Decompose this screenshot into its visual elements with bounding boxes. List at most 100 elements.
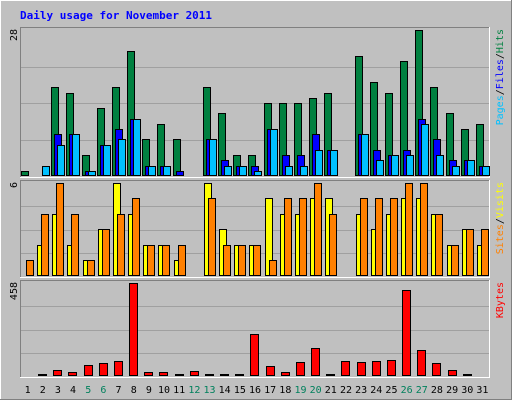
- bar-pages-day-30: [467, 160, 475, 176]
- bar-sites-day-18: [284, 198, 292, 276]
- day-label-19: 19: [294, 385, 306, 396]
- day-label-30: 30: [461, 385, 473, 396]
- bar-kbytes-day-29: [448, 370, 457, 376]
- bar-kbytes-day-4: [68, 372, 77, 376]
- bar-sites-day-15: [238, 245, 246, 276]
- day-label-6: 6: [100, 385, 106, 396]
- bar-sites-day-29: [451, 245, 459, 276]
- bar-sites-day-25: [390, 198, 398, 276]
- legend-hits-files-pages: Pages/Files/Hits: [495, 29, 506, 125]
- legend-item: /: [495, 89, 506, 95]
- bar-pages-day-20: [315, 150, 323, 176]
- bar-kbytes-day-13: [205, 374, 214, 376]
- bar-pages-day-16: [254, 171, 262, 176]
- day-label-16: 16: [249, 385, 261, 396]
- day-label-25: 25: [385, 385, 397, 396]
- bar-kbytes-day-24: [372, 361, 381, 376]
- day-label-18: 18: [279, 385, 291, 396]
- day-label-5: 5: [85, 385, 91, 396]
- bar-pages-day-7: [118, 139, 126, 176]
- day-label-28: 28: [431, 385, 443, 396]
- bar-sites-day-3: [56, 183, 64, 276]
- bar-sites-day-8: [132, 198, 140, 276]
- bar-sites-day-16: [253, 245, 261, 276]
- day-label-9: 9: [146, 385, 152, 396]
- legend-item: Hits: [495, 29, 506, 53]
- bar-sites-day-11: [178, 245, 186, 276]
- bar-kbytes-day-26: [402, 290, 411, 376]
- day-label-27: 27: [416, 385, 428, 396]
- y-max-label-visits-sites: 6: [9, 182, 20, 188]
- bar-sites-day-4: [71, 214, 79, 276]
- bar-hits-day-11: [173, 139, 181, 176]
- day-label-7: 7: [116, 385, 122, 396]
- bar-kbytes-day-17: [266, 366, 275, 376]
- legend-item: Visits: [495, 182, 506, 218]
- day-label-24: 24: [370, 385, 382, 396]
- day-label-20: 20: [310, 385, 322, 396]
- bar-kbytes-day-14: [220, 374, 229, 376]
- bar-sites-day-23: [360, 198, 368, 276]
- day-label-31: 31: [476, 385, 488, 396]
- bar-pages-day-24: [376, 160, 384, 176]
- bar-pages-day-19: [300, 166, 308, 176]
- day-label-14: 14: [219, 385, 231, 396]
- legend-item: Sites: [495, 224, 506, 254]
- bar-sites-day-13: [208, 198, 216, 276]
- bar-pages-day-14: [224, 166, 232, 176]
- legend-visits-sites: Sites/Visits: [495, 182, 506, 254]
- bar-kbytes-day-22: [341, 361, 350, 376]
- bar-kbytes-day-16: [250, 334, 259, 376]
- day-label-15: 15: [234, 385, 246, 396]
- day-label-11: 11: [173, 385, 185, 396]
- bar-kbytes-day-8: [129, 283, 138, 376]
- day-label-12: 12: [188, 385, 200, 396]
- bar-sites-day-20: [314, 183, 322, 276]
- bar-pages-day-18: [285, 166, 293, 176]
- bar-files-day-11: [176, 171, 184, 176]
- bar-kbytes-day-19: [296, 362, 305, 376]
- bar-pages-day-31: [482, 166, 490, 176]
- bar-pages-day-9: [148, 166, 156, 176]
- bar-sites-day-5: [87, 260, 95, 276]
- bar-sites-day-31: [481, 229, 489, 276]
- day-label-26: 26: [401, 385, 413, 396]
- bar-sites-day-7: [117, 214, 125, 276]
- bar-pages-day-8: [133, 119, 141, 176]
- y-max-label-hits-files-pages: 28: [9, 29, 20, 41]
- bar-sites-day-17: [269, 260, 277, 276]
- bar-pages-day-3: [57, 145, 65, 176]
- legend-item: /: [495, 218, 506, 224]
- bar-pages-day-29: [452, 166, 460, 176]
- bar-pages-day-6: [103, 145, 111, 176]
- day-label-23: 23: [355, 385, 367, 396]
- bar-kbytes-day-2: [38, 374, 47, 376]
- bar-pages-day-27: [421, 124, 429, 176]
- legend-item: KBytes: [495, 282, 506, 318]
- bar-sites-day-24: [375, 198, 383, 276]
- bar-pages-day-4: [72, 134, 80, 176]
- chart-title: Daily usage for November 2011: [20, 9, 212, 22]
- bar-sites-day-14: [223, 245, 231, 276]
- bar-kbytes-day-5: [84, 365, 93, 376]
- bar-sites-day-19: [299, 198, 307, 276]
- legend-kbytes: KBytes: [495, 282, 506, 318]
- day-label-10: 10: [158, 385, 170, 396]
- bar-sites-day-30: [466, 229, 474, 276]
- bar-pages-day-2: [42, 166, 50, 176]
- bar-hits-day-1: [21, 171, 29, 176]
- bar-kbytes-day-12: [190, 371, 199, 376]
- bar-kbytes-day-27: [417, 350, 426, 376]
- day-label-29: 29: [446, 385, 458, 396]
- bar-pages-day-17: [270, 129, 278, 176]
- day-label-4: 4: [70, 385, 76, 396]
- bar-sites-day-28: [435, 214, 443, 276]
- bar-kbytes-day-20: [311, 348, 320, 376]
- legend-item: Files: [495, 59, 506, 89]
- bar-kbytes-day-15: [235, 374, 244, 376]
- bar-sites-day-27: [420, 183, 428, 276]
- bar-kbytes-day-30: [463, 374, 472, 376]
- day-label-22: 22: [340, 385, 352, 396]
